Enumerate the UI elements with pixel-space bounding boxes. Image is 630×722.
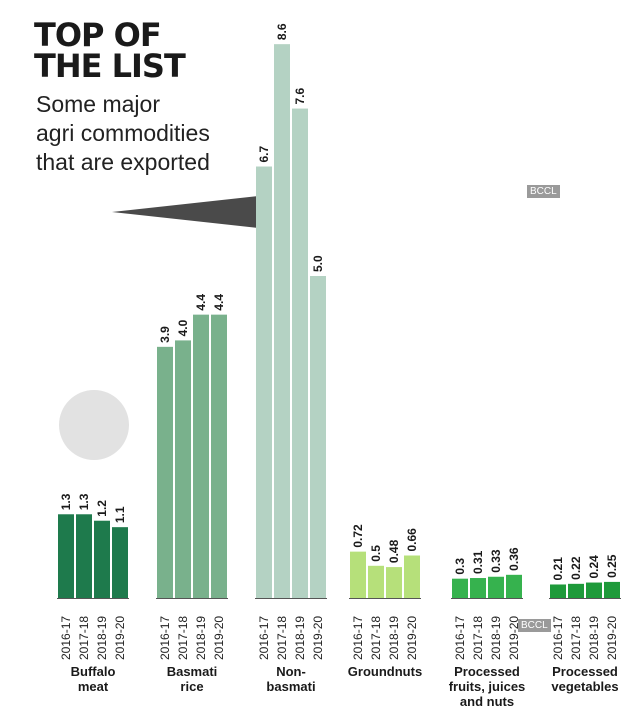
value-label: 7.6	[293, 88, 307, 105]
bar	[175, 340, 191, 598]
year-label: 2016-17	[351, 616, 365, 660]
decorative-circle	[59, 390, 129, 460]
value-label: 1.3	[77, 493, 91, 510]
year-label: 2017-18	[77, 616, 91, 660]
value-label: 0.25	[605, 554, 619, 578]
bar	[211, 314, 227, 598]
group-label: Non-basmati	[266, 664, 315, 694]
year-label: 2019-20	[113, 616, 127, 660]
chart-title: TOP OF THE LIST	[34, 16, 186, 85]
year-label: 2017-18	[569, 616, 583, 660]
bar	[157, 346, 173, 598]
value-label: 0.33	[489, 549, 503, 573]
value-label: 0.24	[587, 555, 601, 579]
bar	[292, 108, 308, 598]
bar	[350, 551, 366, 598]
year-label: 2016-17	[59, 616, 73, 660]
year-label: 2018-19	[489, 616, 503, 660]
value-label: 1.3	[59, 493, 73, 510]
bar	[274, 44, 290, 599]
value-label: 0.31	[471, 550, 485, 574]
bar	[368, 565, 384, 598]
year-label: 2017-18	[275, 616, 289, 660]
year-label: 2018-19	[194, 616, 208, 660]
value-label: 1.1	[113, 506, 127, 523]
value-label: 5.0	[311, 255, 325, 272]
watermark-bottom: BCCL	[518, 619, 551, 632]
value-label: 0.66	[405, 528, 419, 552]
subtitle-line-2: agri commodities	[36, 120, 210, 146]
value-label: 0.48	[387, 539, 401, 563]
year-label: 2016-17	[551, 616, 565, 660]
value-label: 0.3	[453, 558, 467, 575]
value-label: 0.36	[507, 547, 521, 571]
bar	[76, 514, 92, 598]
year-label: 2017-18	[471, 616, 485, 660]
group-label: Groundnuts	[348, 664, 422, 679]
bar	[568, 583, 584, 598]
group-label: Processed vegetables	[551, 664, 618, 694]
year-label: 2019-20	[605, 616, 619, 660]
year-label: 2018-19	[293, 616, 307, 660]
bar	[193, 314, 209, 598]
year-label: 2016-17	[158, 616, 172, 660]
year-label: 2017-18	[369, 616, 383, 660]
bar	[112, 527, 128, 598]
bar	[94, 520, 110, 598]
year-label: 2016-17	[453, 616, 467, 660]
year-label: 2017-18	[176, 616, 190, 660]
value-label: 4.0	[176, 319, 190, 336]
bar	[506, 574, 522, 598]
bar	[470, 578, 486, 598]
group-label: Buffalo meat	[71, 664, 116, 694]
bar	[604, 581, 620, 598]
value-label: 3.9	[158, 326, 172, 343]
title-line-1: TOP OF	[34, 16, 162, 54]
year-label: 2019-20	[212, 616, 226, 660]
bar	[586, 582, 602, 598]
group-label: Basmati rice	[167, 664, 218, 694]
group-label: Processed fruits, juices and nuts	[449, 664, 526, 709]
bar	[386, 567, 402, 598]
year-label: 2019-20	[405, 616, 419, 660]
chart-subtitle: Some major agri commodities that are exp…	[36, 90, 256, 177]
bar	[452, 578, 468, 598]
watermark-top: BCCL	[527, 185, 560, 198]
subtitle-line-1: Some major	[36, 91, 160, 117]
value-label: 0.21	[551, 557, 565, 581]
title-line-2: THE LIST	[34, 47, 186, 85]
bar	[310, 276, 326, 598]
bar	[488, 576, 504, 598]
bar	[404, 555, 420, 598]
value-label: 0.5	[369, 545, 383, 562]
bar	[550, 584, 566, 598]
value-label: 1.2	[95, 500, 109, 517]
bar	[58, 514, 74, 598]
bar	[256, 166, 272, 598]
value-label: 4.4	[212, 294, 226, 311]
callout-pointer	[112, 196, 258, 228]
year-label: 2019-20	[507, 616, 521, 660]
value-label: 0.22	[569, 556, 583, 580]
year-label: 2016-17	[257, 616, 271, 660]
value-label: 8.6	[275, 23, 289, 40]
year-label: 2018-19	[587, 616, 601, 660]
value-label: 4.4	[194, 294, 208, 311]
year-label: 2019-20	[311, 616, 325, 660]
subtitle-line-3: that are exported	[36, 149, 210, 175]
year-label: 2018-19	[387, 616, 401, 660]
year-label: 2018-19	[95, 616, 109, 660]
value-label: 6.7	[257, 146, 271, 163]
value-label: 0.72	[351, 524, 365, 548]
